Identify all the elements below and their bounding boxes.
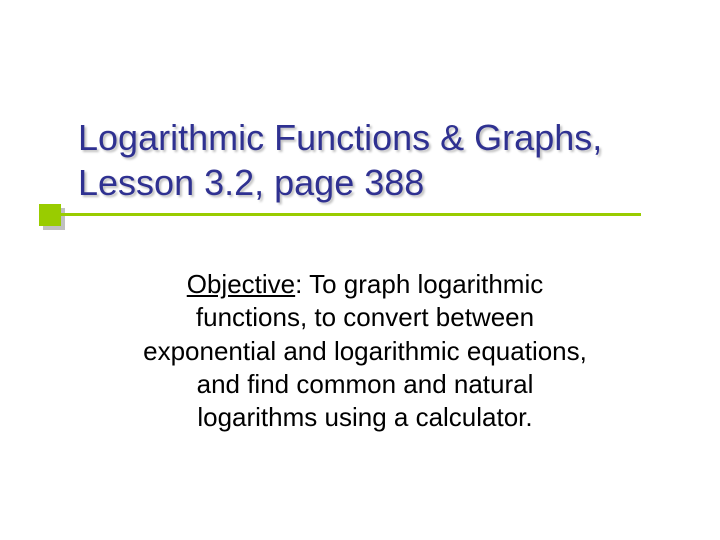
objective-label: Objective [187, 269, 295, 299]
slide-title: Logarithmic Functions & Graphs, Lesson 3… [78, 115, 678, 205]
title-underline [61, 213, 641, 216]
accent-square [39, 204, 61, 226]
slide-body: Objective: To graph logarithmic function… [140, 268, 590, 434]
